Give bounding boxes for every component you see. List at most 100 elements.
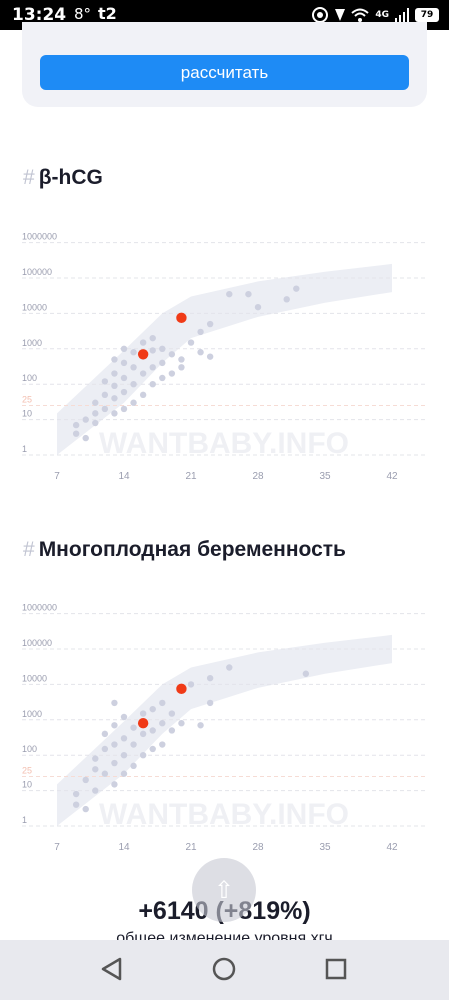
data-point [139, 730, 147, 738]
x-tick-label: 21 [185, 471, 197, 482]
data-point [130, 381, 137, 388]
y-tick-label: 10000 [22, 302, 47, 312]
data-point [149, 745, 156, 753]
highlighted-point [137, 718, 149, 729]
network-type: 4G [375, 10, 389, 20]
hcg-chart: 1 10 25 100 1000 10000 100000 1000000 7 14 21 28 35 4… [0, 225, 449, 485]
data-point [120, 345, 128, 352]
multiple-pregnancy-chart-svg: 1 10 25 100 1000 10000 100000 1000000 7 14 21 28 35 4… [22, 603, 427, 853]
data-point [149, 727, 156, 734]
data-point [101, 391, 109, 399]
data-point [187, 339, 195, 346]
data-point [159, 741, 166, 748]
y-tick-label: 10000 [22, 673, 47, 683]
status-time: 13:24 [12, 5, 67, 25]
data-point [168, 370, 176, 377]
data-point [82, 805, 89, 813]
x-tick-label: 14 [118, 471, 130, 482]
data-point [159, 374, 166, 382]
data-point [111, 410, 118, 417]
data-point [92, 766, 99, 773]
x-tick-label: 7 [54, 842, 60, 853]
data-point [130, 399, 137, 406]
home-icon [212, 957, 236, 981]
y-tick-label: 100000 [22, 638, 52, 648]
data-point [111, 382, 118, 390]
highlighted-point [176, 312, 187, 324]
navigation-bar [0, 940, 449, 1000]
data-point [149, 334, 156, 342]
reference-band [57, 634, 392, 826]
data-point [92, 787, 99, 794]
scroll-to-top-button[interactable]: ⇧ [192, 858, 256, 922]
data-point [206, 674, 214, 682]
data-point [92, 755, 99, 762]
data-point [197, 328, 204, 336]
data-point [92, 399, 99, 406]
section-heading-hcg: # β-hCG [23, 166, 103, 190]
data-point [283, 296, 290, 303]
x-tick-label: 42 [386, 471, 398, 482]
watermark: WANTBABY.INFO [99, 427, 349, 460]
data-point [168, 727, 176, 734]
data-point [92, 419, 99, 427]
y-tick-label: 25 [22, 395, 32, 405]
back-button[interactable] [98, 955, 126, 983]
data-point [139, 710, 147, 717]
section-title-multiple: Многоплодная беременность [38, 538, 346, 561]
data-point [120, 752, 128, 759]
x-tick-label: 42 [386, 842, 398, 853]
data-point [111, 395, 118, 402]
data-point [111, 370, 118, 377]
data-point [178, 364, 185, 371]
data-point [72, 421, 80, 429]
calculate-button[interactable]: рассчитать [40, 55, 409, 90]
y-tick-label: 1 [22, 815, 27, 825]
data-point [206, 699, 214, 707]
data-point [178, 356, 185, 363]
data-point [168, 351, 176, 358]
reference-band [57, 263, 392, 455]
recents-icon [325, 958, 347, 980]
back-icon [101, 957, 122, 981]
data-point [111, 781, 118, 788]
y-tick-label: 1000000 [22, 603, 57, 613]
y-tick-label: 1 [22, 444, 27, 454]
y-tick-label: 1000 [22, 338, 42, 348]
x-tick-label: 21 [185, 842, 197, 853]
hcg-chart-svg: 1 10 25 100 1000 10000 100000 1000000 7 14 21 28 35 4… [22, 232, 427, 482]
data-point [92, 410, 99, 417]
x-tick-label: 28 [252, 471, 264, 482]
data-point [101, 405, 109, 413]
data-point [120, 405, 128, 413]
data-point [139, 391, 147, 399]
data-point [120, 770, 128, 777]
data-point [101, 745, 109, 753]
data-point [254, 303, 262, 311]
hash-icon: # [23, 166, 35, 189]
home-button[interactable] [210, 955, 238, 983]
data-point [120, 388, 128, 396]
carrier-logo: t2 [98, 4, 117, 23]
recents-button[interactable] [322, 955, 350, 983]
data-point [149, 705, 156, 713]
data-point [82, 776, 89, 784]
data-point [130, 724, 137, 731]
data-point [159, 699, 166, 707]
data-point [101, 378, 109, 385]
data-point [101, 730, 109, 738]
status-icons: 4G 79 [311, 5, 439, 25]
data-point [187, 681, 195, 688]
arrow-up-icon: ⇧ [213, 876, 235, 904]
y-tick-label: 1000000 [22, 232, 57, 242]
data-point [302, 670, 310, 677]
data-point [82, 416, 89, 423]
x-tick-label: 35 [319, 842, 331, 853]
section-title-hcg: β-hCG [38, 166, 103, 189]
data-point [120, 713, 128, 721]
battery-icon: 79 [415, 8, 439, 22]
data-point [130, 741, 137, 748]
data-point [178, 720, 185, 727]
data-point [245, 290, 252, 298]
y-tick-label: 1000 [22, 709, 42, 719]
